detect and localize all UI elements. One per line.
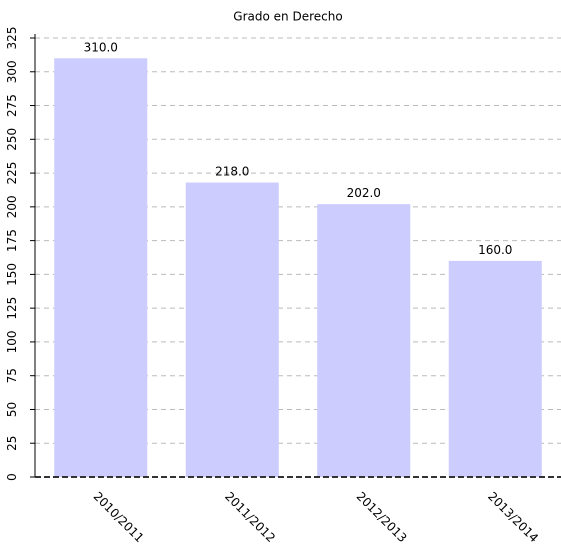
bar <box>185 182 279 478</box>
y-tick-label: 275 <box>5 94 19 117</box>
y-tick-label: 150 <box>5 263 19 286</box>
y-tick-label: 0 <box>5 473 19 481</box>
y-tick-label: 300 <box>5 60 19 83</box>
bar <box>54 58 148 478</box>
y-tick-label: 175 <box>5 229 19 252</box>
bar <box>448 260 542 477</box>
y-tick-label: 125 <box>5 297 19 320</box>
value-label: 202.0 <box>347 186 381 200</box>
y-tick-label: 325 <box>5 27 19 50</box>
value-label: 160.0 <box>478 243 512 257</box>
x-tick-label: 2010/2011 <box>91 489 147 545</box>
y-tick-label: 100 <box>5 330 19 353</box>
x-tick-label: 2013/2014 <box>485 489 541 545</box>
y-tick-label: 75 <box>5 368 19 383</box>
value-label: 310.0 <box>84 40 118 54</box>
y-tick-label: 200 <box>5 195 19 218</box>
y-tick-label: 250 <box>5 128 19 151</box>
y-tick-label: 25 <box>5 436 19 451</box>
y-tick-label: 50 <box>5 402 19 417</box>
value-label: 218.0 <box>215 165 249 179</box>
x-tick-label: 2011/2012 <box>222 489 278 545</box>
x-tick-label: 2012/2013 <box>354 489 410 545</box>
bar <box>317 204 411 477</box>
chart-subtitle: Grado en Derecho <box>233 10 342 24</box>
y-tick-label: 225 <box>5 162 19 185</box>
